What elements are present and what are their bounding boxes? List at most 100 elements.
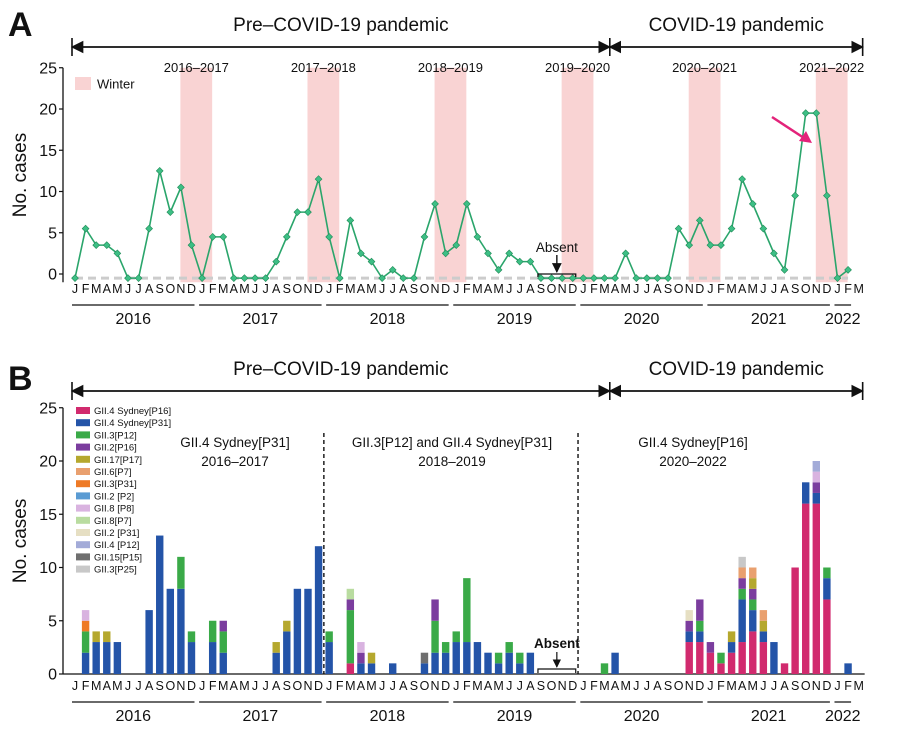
data-point — [420, 233, 429, 241]
panel-b-month-tick: J — [834, 679, 840, 693]
panel-a-month-tick: D — [568, 282, 577, 296]
absent-label: Absent — [536, 240, 578, 255]
data-point — [664, 274, 672, 282]
absent-bracket — [537, 668, 577, 673]
panel-a-month-tick: J — [506, 282, 512, 296]
bar-segment — [187, 631, 196, 643]
panel-b-month-tick: J — [633, 679, 639, 693]
panel-a-year-label: 2020 — [624, 311, 660, 328]
panel-a-month-tick: A — [526, 282, 535, 296]
panel-b-month-tick: J — [135, 679, 141, 693]
bar-segment — [749, 610, 757, 632]
panel-b-month-tick: F — [844, 679, 852, 693]
bar-segment — [304, 588, 312, 674]
bar-segment — [208, 620, 217, 643]
bar-segment — [505, 652, 513, 674]
data-point — [801, 109, 810, 117]
panel-a-month-tick: J — [135, 282, 141, 296]
panel-a-month-tick: M — [366, 282, 376, 296]
bar-segment — [177, 588, 185, 674]
legend-swatch — [76, 407, 90, 414]
bar-segment — [685, 610, 693, 621]
panel-b-month-tick: M — [853, 679, 863, 693]
data-point — [441, 249, 450, 258]
bar-segment — [516, 663, 524, 674]
bar-segment — [272, 642, 280, 653]
panel-b-month-tick: J — [326, 679, 332, 693]
panel-a-month-tick: M — [112, 282, 122, 296]
data-point — [780, 266, 789, 274]
absent-bracket — [537, 273, 577, 277]
data-point — [293, 208, 302, 216]
bar-segment — [463, 642, 471, 674]
legend-label: GII.3[P31] — [94, 479, 137, 490]
data-point — [621, 249, 630, 258]
panel-b-covid-label: COVID-19 pandemic — [649, 359, 824, 380]
legend-label: GII.8[P7] — [94, 516, 132, 527]
panel-a-month-tick: A — [738, 282, 747, 296]
bar-segment — [749, 588, 757, 600]
legend-label: GII.8 [P8] — [94, 504, 134, 515]
bar-segment — [367, 663, 376, 674]
strain-annotation-line1: GII.4 Sydney[P16] — [638, 435, 748, 450]
bar-segment — [770, 642, 778, 674]
panel-a-covid-label: COVID-19 pandemic — [649, 15, 824, 36]
data-point — [611, 274, 619, 282]
legend-swatch — [76, 553, 90, 561]
panel-b-month-tick: A — [357, 679, 366, 693]
panel-a-month-tick: S — [791, 282, 799, 296]
panel-b-y-tick-label: 5 — [48, 613, 57, 630]
panel-a-pre-covid-label: Pre–COVID-19 pandemic — [233, 15, 448, 36]
bar-segment — [463, 578, 471, 643]
panel-a-month-tick: F — [463, 282, 471, 296]
data-point — [124, 274, 132, 282]
panel-a-month-tick: O — [293, 282, 303, 296]
panel-a-month-tick: D — [314, 282, 323, 296]
bar-segment — [759, 610, 768, 621]
panel-a-month-tick: A — [653, 282, 662, 296]
data-point — [208, 233, 217, 241]
legend-swatch — [76, 443, 90, 451]
bar-segment — [103, 642, 111, 674]
panel-b-month-tick: M — [748, 679, 758, 693]
data-point — [844, 266, 852, 274]
bar-segment — [389, 663, 397, 674]
panel-b-y-tick-label: 15 — [39, 507, 57, 524]
data-point — [219, 233, 228, 241]
panel-a-month-tick: O — [547, 282, 557, 296]
bar-segment — [738, 578, 746, 589]
bar-segment — [81, 610, 90, 621]
panel-b-y-tick-label: 10 — [39, 560, 57, 577]
panel-a-month-tick: O — [674, 282, 684, 296]
panel-b-month-tick: S — [791, 679, 799, 693]
bar-segment — [706, 642, 715, 653]
data-point — [812, 109, 821, 117]
bar-segment — [219, 631, 227, 653]
data-point — [706, 241, 715, 249]
legend-label: GII.15[P15] — [94, 552, 142, 563]
panel-b-month-tick: F — [463, 679, 471, 693]
data-point — [81, 224, 90, 233]
panel-a-month-tick: D — [822, 282, 831, 296]
data-point — [653, 274, 662, 282]
panel-b-y-axis-title: No. cases — [10, 499, 31, 583]
panel-a: Pre–COVID-19 pandemic COVID-19 pandemic 20… — [10, 15, 864, 328]
panel-a-month-tick: J — [390, 282, 396, 296]
panel-a-month-tick: A — [357, 282, 366, 296]
data-point — [833, 274, 842, 282]
bar-segment — [823, 578, 831, 600]
bar-segment — [156, 535, 164, 674]
data-point — [92, 241, 101, 249]
panel-a-month-tick: D — [441, 282, 450, 296]
data-point — [251, 274, 259, 282]
data-point — [198, 274, 206, 282]
panel-b-month-tick: J — [771, 679, 777, 693]
bar-segment — [738, 599, 746, 643]
legend-swatch — [76, 565, 90, 573]
bar-segment — [293, 588, 302, 674]
data-point — [134, 274, 143, 282]
panel-a-month-tick: J — [707, 282, 713, 296]
data-point — [590, 274, 598, 282]
strain-annotation-line1: GII.3[P12] and GII.4 Sydney[P31] — [352, 435, 552, 450]
bar-segment — [145, 610, 153, 674]
